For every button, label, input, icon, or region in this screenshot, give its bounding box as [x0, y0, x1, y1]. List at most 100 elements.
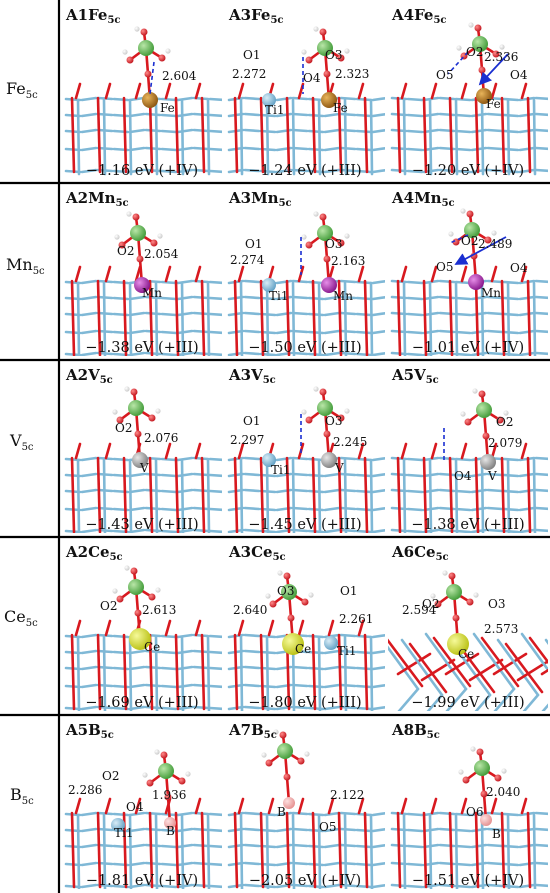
phosphorus-atom: [464, 222, 480, 238]
hydrogen-atom: [277, 570, 283, 576]
phosphorus-atom: [158, 763, 174, 779]
structure: [64, 386, 222, 533]
oxygen-atom: [140, 28, 148, 36]
atom-label: Mn: [481, 286, 501, 300]
oxygen-atom: [116, 595, 124, 603]
mn-atom: [134, 277, 150, 293]
panel-a8b: A8B5c O6 B 2.040 −1.51 eV (+IV): [390, 721, 548, 889]
panel-title: A5V5c: [391, 366, 439, 386]
adsorption-energy: −1.45 eV (+III): [248, 517, 361, 533]
hydrogen-atom: [265, 593, 271, 599]
hydrogen-atom: [134, 26, 140, 32]
atom-label: O4: [126, 800, 144, 814]
oxygen-atom: [118, 241, 126, 249]
panels-grid: A1Fe5c Fe 2.604 −1.16 eV (+IV) A3Fe5c O1 O3 O4 T…: [64, 6, 548, 889]
structure: [227, 386, 385, 533]
bond-distance-label: 1.936: [152, 788, 186, 802]
hydrogen-atom: [430, 593, 436, 599]
hydrogen-atom: [501, 768, 507, 774]
v-atom: [132, 452, 148, 468]
adsorption-energy: −1.50 eV (+III): [248, 340, 361, 356]
row-labels: Fe5c Mn5c V5c Ce5c B5c: [4, 79, 45, 807]
oxygen-atom: [130, 388, 138, 396]
hydrogen-atom: [456, 45, 462, 51]
panel-a5b: A5B5c O2 O4 Ti1 B 2.286 1.936 −1.81 eV (+IV): [64, 721, 222, 889]
oxygen-atom: [160, 751, 168, 759]
atom-label: B: [492, 827, 501, 841]
phosphorus-atom: [138, 40, 154, 56]
oxygen-atom: [478, 390, 486, 398]
panel-a6ce: A6Ce5c O2 O3 Ce 2.594 2.573 −1.99 eV (+III): [388, 543, 548, 711]
hydrogen-atom: [448, 231, 454, 237]
structure: [390, 208, 548, 356]
hydrogen-atom: [344, 48, 350, 54]
slab: [64, 619, 222, 711]
phosphate-adsorbate: [460, 388, 509, 464]
oxygen-atom: [305, 241, 313, 249]
bond-distance-label: 2.323: [335, 67, 369, 81]
atom-label: Ce: [144, 640, 160, 654]
oxygen-atom: [492, 50, 500, 58]
oxygen-atom: [144, 70, 152, 78]
panel-title: A2Mn5c: [65, 189, 129, 209]
phosphate-adsorbate: [112, 565, 161, 641]
atom-label: O4: [303, 71, 321, 85]
atom-label: V: [139, 461, 149, 475]
panel-title: A6Ce5c: [391, 543, 449, 563]
hydrogen-atom: [301, 409, 307, 415]
atom-label: O2: [461, 234, 478, 248]
hydrogen-atom: [458, 769, 464, 775]
oxygen-atom: [178, 777, 186, 785]
oxygen-atom: [323, 430, 331, 438]
hydrogen-atom: [122, 49, 128, 55]
structure: [390, 22, 548, 176]
phosphorus-atom: [128, 400, 144, 416]
panel-a4fe: A4Fe5c O2 O5 O4 Fe 2.336 −1.20 eV (+IV): [390, 6, 548, 179]
phosphorus-atom: [317, 400, 333, 416]
phosphorus-atom: [476, 402, 492, 418]
oxygen-atom: [494, 774, 502, 782]
panel-title: A3Ce5c: [228, 543, 286, 563]
panel-a2mn: A2Mn5c O2 Mn 2.054 −1.38 eV (+III): [64, 189, 222, 356]
oxygen-atom: [134, 430, 142, 438]
hydrogen-atom: [112, 409, 118, 415]
atom-label: O2: [422, 597, 439, 611]
oxygen-atom: [301, 598, 309, 606]
phosphorus-atom: [277, 743, 293, 759]
hydrogen-atom: [165, 48, 171, 54]
hydrogen-atom: [460, 411, 466, 417]
slab: [64, 797, 222, 889]
panel-title: A4Fe5c: [391, 6, 447, 26]
oxygen-atom: [126, 56, 134, 64]
phosphate-adsorbate: [261, 729, 310, 805]
atom-label: O1: [340, 584, 357, 598]
panel-a4mn: A4Mn5c O2 O5 O4 Mn 2.489 −1.01 eV (+IV): [390, 189, 548, 356]
hydrogen-atom: [468, 22, 474, 28]
atom-label: Fe: [333, 101, 348, 115]
bond-distance-label: 2.613: [142, 603, 176, 617]
slab: [64, 265, 222, 356]
adsorption-energy: −1.43 eV (+III): [85, 517, 198, 533]
atom-label: Ti1: [114, 826, 133, 840]
atom-label: Mn: [142, 286, 162, 300]
panel-a2ce: A2Ce5c O2 Ce 2.613 −1.69 eV (+III): [64, 543, 222, 711]
hydrogen-atom: [344, 408, 350, 414]
distance-arrow: [478, 53, 509, 86]
adsorption-energy: −1.38 eV (+III): [411, 517, 524, 533]
hydrogen-atom: [308, 592, 314, 598]
oxygen-atom: [134, 609, 142, 617]
hydrogen-bond: [149, 61, 155, 95]
ce-atom: [129, 628, 151, 650]
panel-a3fe: A3Fe5c O1 O3 O4 Ti1 Fe 2.272 2.323 −1.24 eV (+II…: [227, 6, 385, 179]
adsorption-energy: −1.38 eV (+III): [85, 340, 198, 356]
titanium-atom: [324, 636, 338, 650]
oxygen-atom: [132, 213, 140, 221]
panel-title: A2Ce5c: [65, 543, 123, 563]
panel-a2v: A2V5c O2 V 2.076 −1.43 eV (+III): [64, 366, 222, 533]
oxygen-atom: [319, 388, 327, 396]
oxygen-atom: [148, 593, 156, 601]
phosphate-adsorbate: [301, 386, 350, 462]
oxygen-atom: [150, 239, 158, 247]
oxygen-atom: [323, 255, 331, 263]
oxygen-atom: [305, 416, 313, 424]
